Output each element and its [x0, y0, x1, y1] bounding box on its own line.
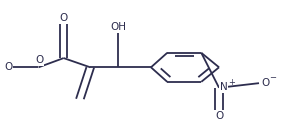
Text: −: −: [269, 73, 276, 82]
Text: O: O: [59, 13, 68, 23]
Text: +: +: [228, 78, 235, 87]
Text: N: N: [220, 82, 227, 92]
Text: O: O: [215, 111, 223, 121]
Text: O: O: [35, 55, 44, 65]
Text: O: O: [4, 62, 12, 72]
Text: OH: OH: [110, 22, 126, 32]
Text: O: O: [261, 77, 270, 88]
